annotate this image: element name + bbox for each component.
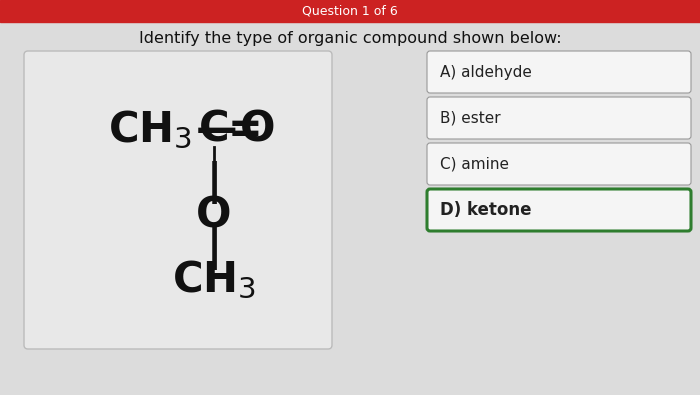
Text: |: | <box>206 226 222 269</box>
Text: O: O <box>240 109 276 151</box>
Text: C) amine: C) amine <box>440 156 509 171</box>
Text: C: C <box>199 109 230 151</box>
Text: =: = <box>228 109 262 151</box>
FancyBboxPatch shape <box>427 51 691 93</box>
Text: Identify the type of organic compound shown below:: Identify the type of organic compound sh… <box>139 32 561 47</box>
Text: O: O <box>196 194 232 236</box>
Text: Question 1 of 6: Question 1 of 6 <box>302 4 398 17</box>
FancyBboxPatch shape <box>427 189 691 231</box>
Text: CH$_3$: CH$_3$ <box>108 109 192 151</box>
Text: A) aldehyde: A) aldehyde <box>440 64 532 79</box>
FancyBboxPatch shape <box>24 51 332 349</box>
Text: |: | <box>206 160 222 203</box>
Text: D) ketone: D) ketone <box>440 201 531 219</box>
FancyBboxPatch shape <box>427 97 691 139</box>
Text: B) ester: B) ester <box>440 111 500 126</box>
FancyBboxPatch shape <box>427 143 691 185</box>
Bar <box>0 0 700 22</box>
Text: CH$_3$: CH$_3$ <box>172 259 256 301</box>
Text: —: — <box>196 109 237 151</box>
